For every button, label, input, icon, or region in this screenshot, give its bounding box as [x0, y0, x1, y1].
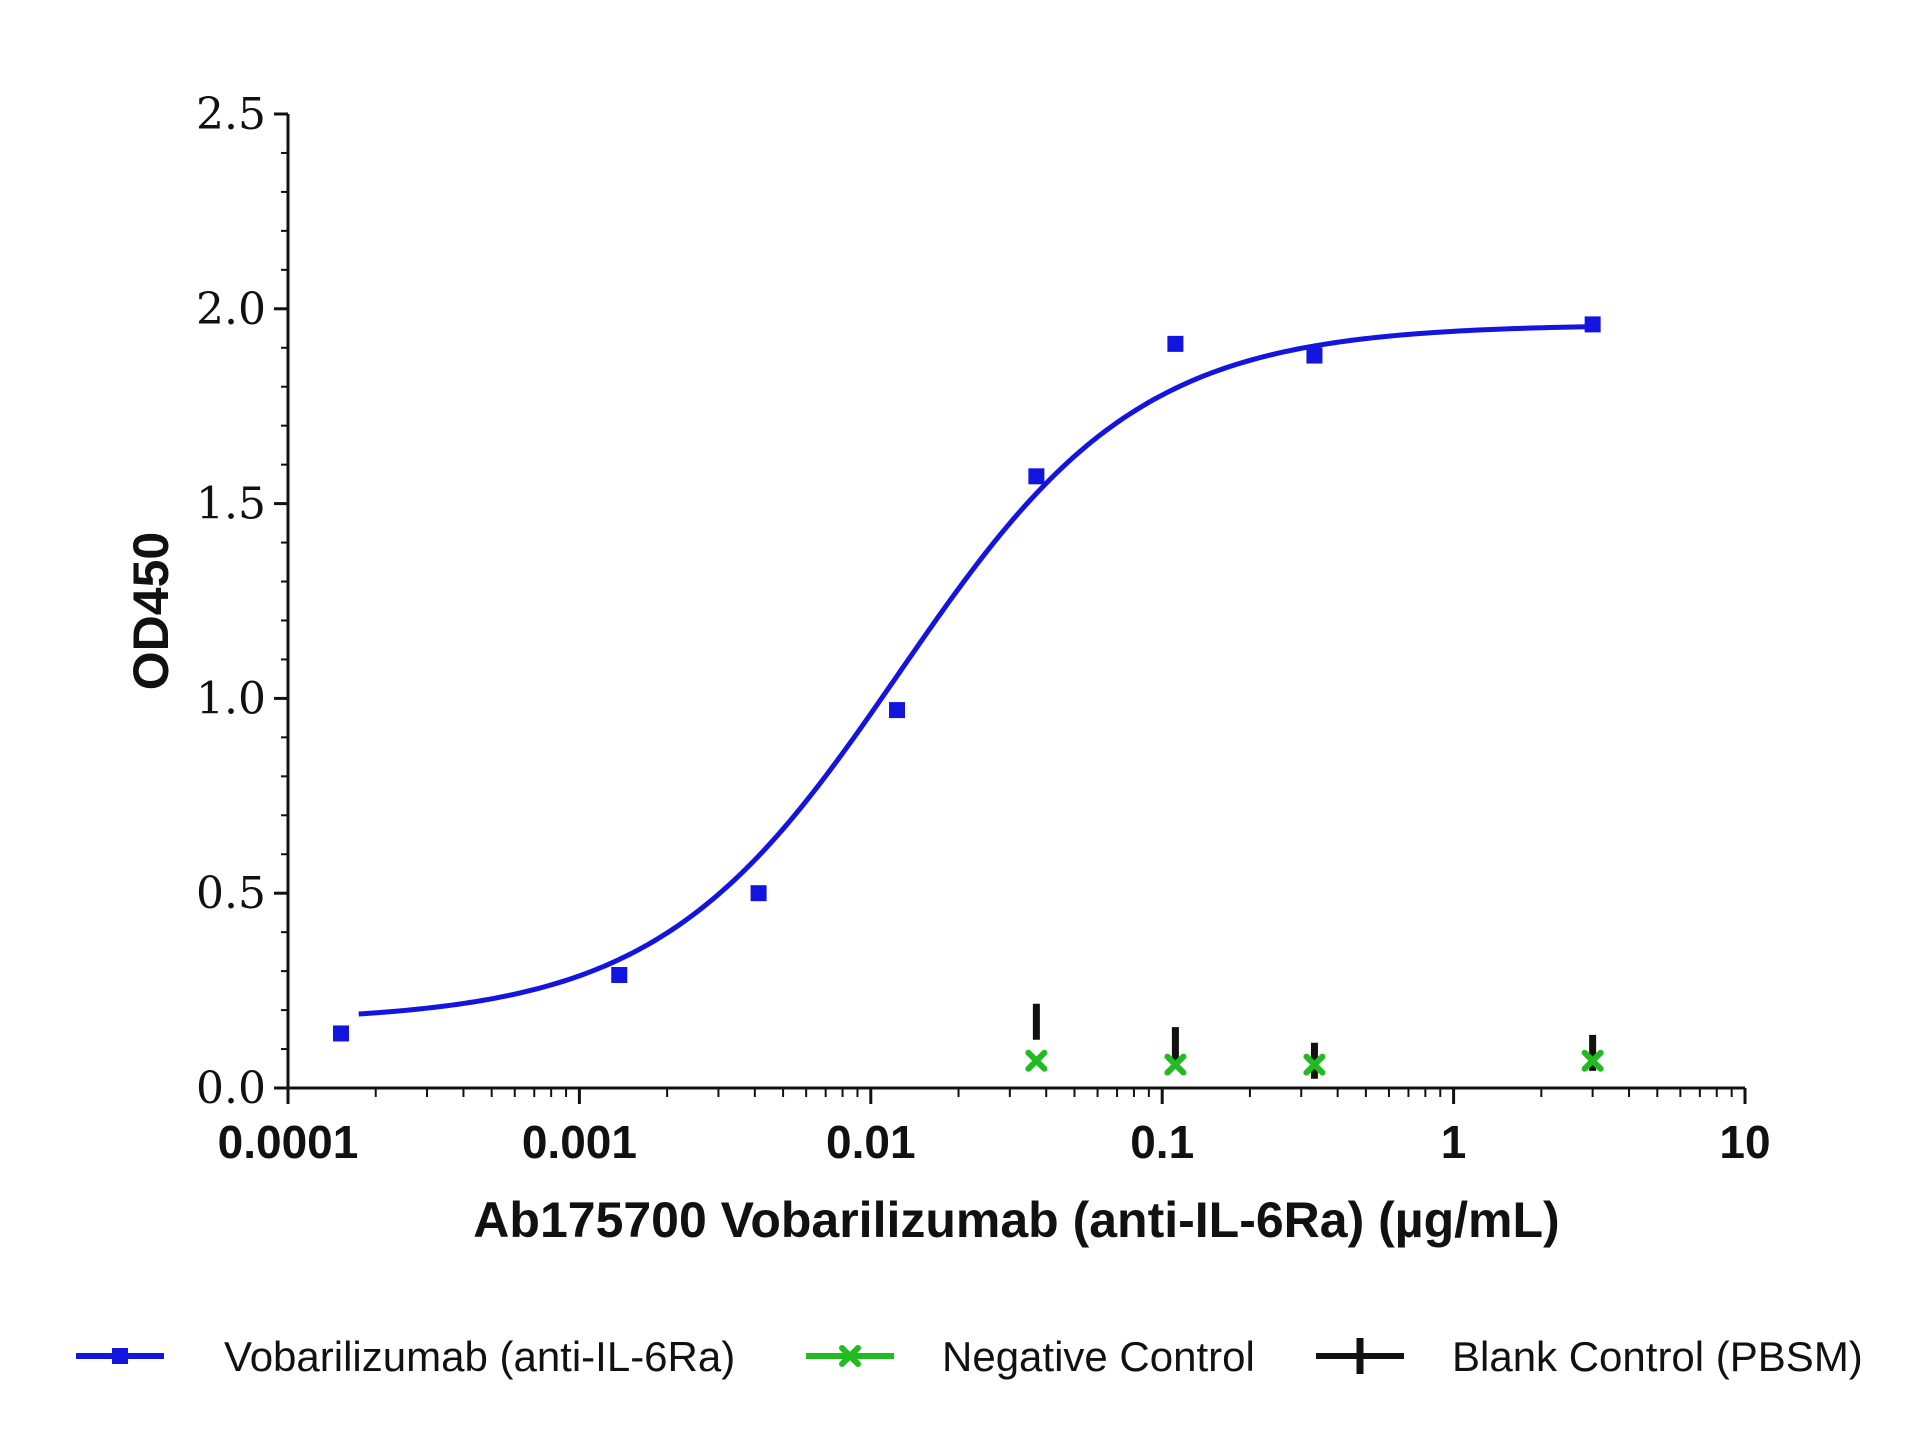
fit-curve: [358, 324, 1593, 1017]
x-tick-label: 0.01: [826, 1116, 916, 1168]
y-tick-label: 0.5: [196, 868, 266, 919]
data-point: [1303, 1053, 1326, 1076]
y-axis-title: OD450: [123, 532, 179, 690]
x-tick-label: 0.001: [522, 1116, 637, 1168]
y-tick-label: 2.5: [196, 89, 266, 140]
x-tick-label: 10: [1719, 1116, 1770, 1168]
legend-label: Vobarilizumab (anti-IL-6Ra): [224, 1333, 735, 1380]
data-point: [1028, 468, 1045, 485]
data-point: [332, 1025, 349, 1042]
legend: Vobarilizumab (anti-IL-6Ra) Negative Cont…: [76, 1333, 1863, 1380]
data-point: [750, 885, 767, 902]
series-points: [332, 316, 1601, 1042]
fit-curves: [358, 324, 1593, 1017]
y-tick-label: 1.0: [196, 673, 266, 724]
data-point: [888, 702, 905, 719]
legend-label: Blank Control (PBSM): [1452, 1333, 1863, 1380]
x-axis-title: Ab175700 Vobarilizumab (anti-IL-6Ra) (µg…: [473, 1192, 1559, 1248]
legend-item: Negative Control: [806, 1333, 1255, 1380]
x-ticks: 0.0001 0.001 0.01 0.1 1 10: [218, 1088, 1771, 1168]
legend-marker: [112, 1348, 128, 1364]
x-tick-label: 0.0001: [218, 1116, 359, 1168]
series-points: [1025, 1049, 1604, 1076]
data-point: [1584, 316, 1601, 333]
y-tick-label: 2.0: [196, 284, 266, 335]
legend-label: Negative Control: [942, 1333, 1255, 1380]
x-tick-label: 0.1: [1130, 1116, 1194, 1168]
x-tick-label: 1: [1441, 1116, 1467, 1168]
y-tick-label: 0.0: [196, 1063, 266, 1114]
data-point: [611, 967, 628, 984]
legend-marker-shape: [839, 1345, 861, 1367]
legend-item: Blank Control (PBSM): [1316, 1333, 1863, 1380]
legend-marker-shape: [112, 1348, 128, 1364]
y-tick-label: 1.5: [196, 479, 266, 530]
legend-marker: [839, 1345, 861, 1367]
data-point: [1025, 1049, 1048, 1072]
data-point: [1167, 335, 1184, 352]
axes: 0.0 0.5 1.0 1.5 2.0 2.5 0.0001 0.001 0.01 0.1 1 10: [196, 89, 1771, 1168]
y-ticks: 0.0 0.5 1.0 1.5 2.0 2.5: [196, 89, 288, 1114]
data-points: [332, 316, 1604, 1079]
data-point: [1581, 1049, 1604, 1072]
data-point: [1164, 1053, 1187, 1076]
data-point: [1306, 347, 1323, 364]
legend-item: Vobarilizumab (anti-IL-6Ra): [76, 1333, 735, 1380]
